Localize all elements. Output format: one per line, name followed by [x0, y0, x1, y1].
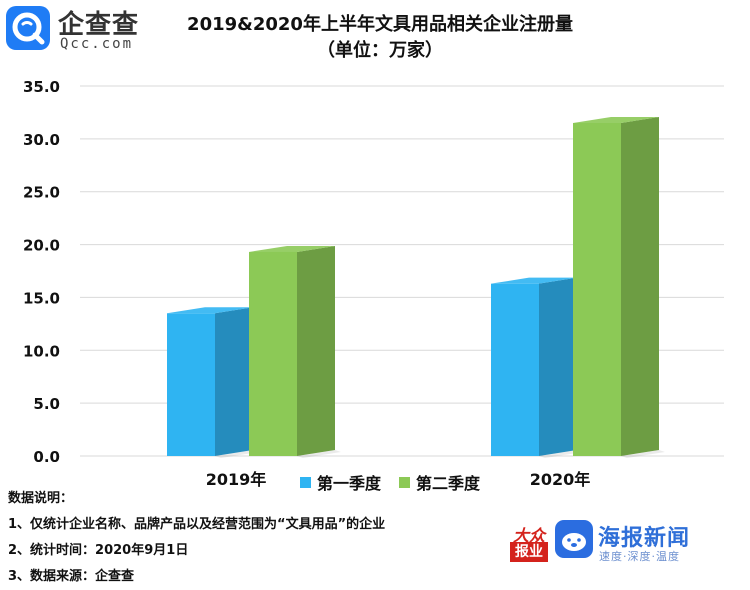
bar-shadow [539, 450, 583, 458]
x-tick-label: 2019年 [206, 470, 267, 489]
y-tick-label: 20.0 [23, 237, 60, 255]
chart-subtitle: （单位：万家） [317, 40, 443, 61]
bar-side [539, 277, 577, 456]
bar-shadow [297, 450, 341, 458]
bar-side [215, 307, 253, 456]
legend-item-q2: 第二季度 [399, 470, 480, 494]
bar [491, 283, 539, 456]
dazhong-logo-top: 大众 [512, 526, 545, 545]
bar [573, 123, 621, 456]
bar-top [249, 245, 335, 252]
y-tick-label: 5.0 [33, 395, 60, 413]
legend-swatch-q2 [399, 476, 411, 488]
bar-side [297, 245, 335, 456]
notes-item: 2、统计时间：2020年9月1日 [8, 543, 189, 558]
notes-item: 3、数据来源：企查查 [8, 569, 135, 584]
bar [249, 251, 297, 456]
qcc-logo-icon [6, 6, 50, 50]
haibao-slogan: 速度·深度·温度 [599, 550, 680, 563]
y-tick-label: 35.0 [23, 78, 60, 96]
legend: 第一季度 第二季度 [300, 470, 480, 494]
logo-name-cn: 企查查 [58, 10, 140, 40]
y-tick-label: 10.0 [23, 342, 60, 360]
bar-shadow [621, 450, 665, 458]
dazhong-logo-bottom: 报业 [510, 542, 548, 562]
dazhong-baoye-logo: 大众 报业 [508, 522, 550, 564]
qcc-logo: 企查查 Qcc.com [6, 4, 156, 54]
bar [167, 313, 215, 456]
y-tick-label: 30.0 [23, 131, 60, 149]
bar-side [621, 117, 659, 456]
logo-name-en: Qcc.com [60, 36, 134, 52]
chart-title: 2019&2020年上半年文具用品相关企业注册量 [187, 14, 573, 35]
legend-label-q2: 第二季度 [416, 474, 481, 493]
data-notes: 数据说明： 1、仅统计企业名称、品牌产品以及经营范围为“文具用品”的企业 2、统… [8, 486, 385, 590]
bar-shadow [215, 450, 259, 458]
y-tick-label: 0.0 [33, 448, 60, 466]
haibao-logo-name: 海报新闻 [598, 526, 691, 551]
legend-item-q1: 第一季度 [300, 470, 381, 494]
y-tick-label: 15.0 [23, 289, 60, 307]
haibao-logo-icon [555, 520, 593, 558]
legend-label-q1: 第一季度 [317, 474, 382, 493]
notes-heading: 数据说明： [8, 491, 74, 506]
x-tick-label: 2020年 [530, 470, 591, 489]
y-tick-label: 25.0 [23, 184, 60, 202]
bar-top [491, 277, 577, 284]
bar-top [167, 307, 253, 314]
notes-item: 1、仅统计企业名称、品牌产品以及经营范围为“文具用品”的企业 [8, 517, 386, 532]
legend-swatch-q1 [300, 476, 311, 488]
bar-top [573, 117, 659, 123]
